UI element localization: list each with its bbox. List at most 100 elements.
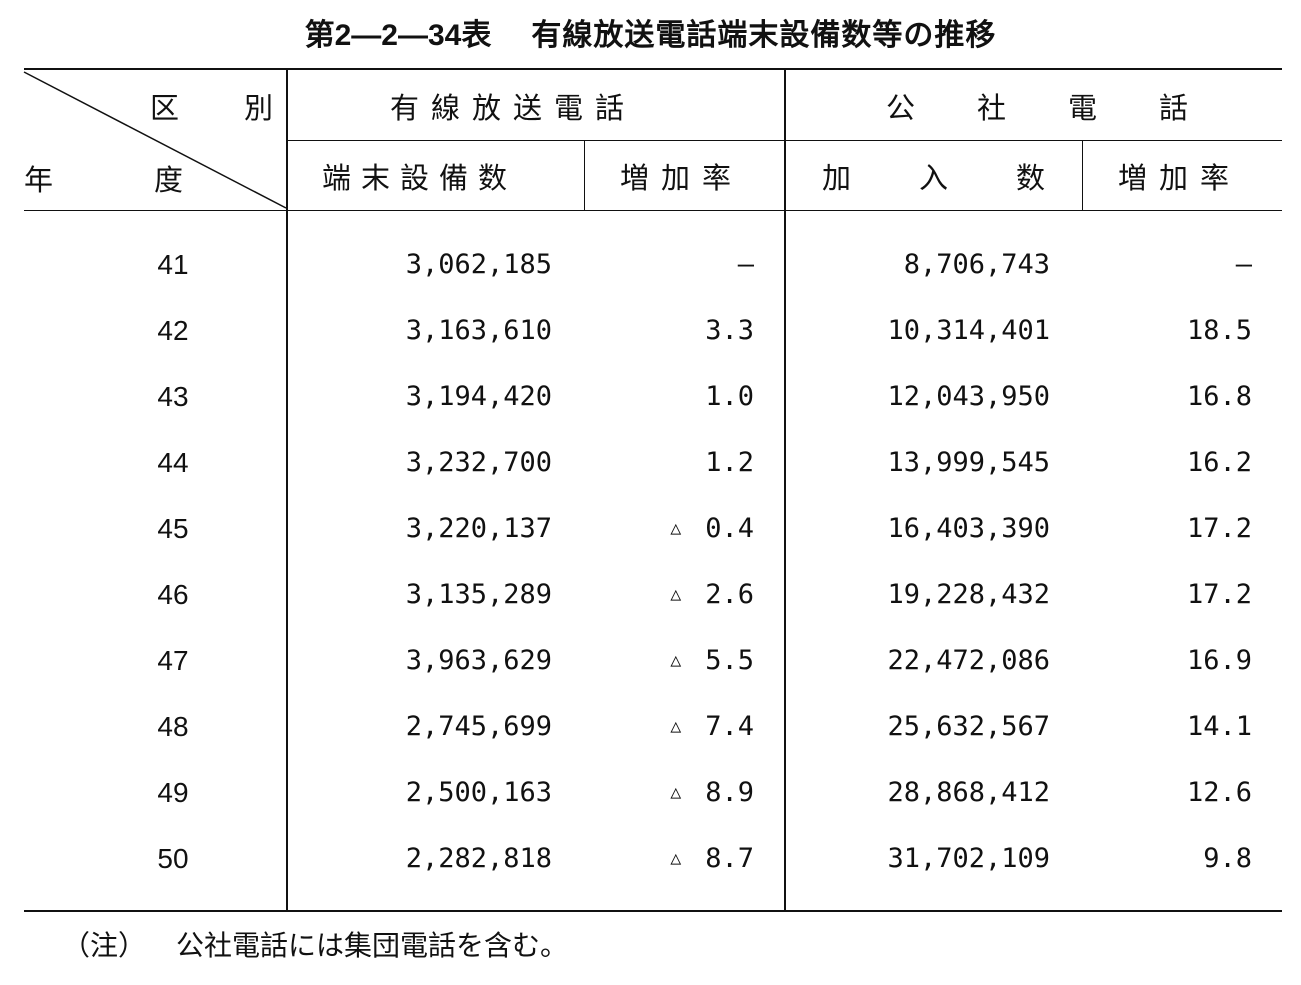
- cell-terminals-value: 3,135,289: [405, 579, 552, 610]
- cell-year-value: 42: [157, 315, 189, 346]
- cell-rate-2-value: 12.6: [1186, 777, 1252, 808]
- cell-rate-1-value: 0.4: [705, 513, 754, 544]
- cell-subscribers-value: 10,314,401: [887, 315, 1050, 346]
- cell-rate-1-value: —: [737, 249, 754, 280]
- decrease-mark: △: [670, 650, 682, 671]
- cell-subscribers: 16,403,390: [800, 509, 1050, 549]
- decrease-mark: △: [670, 716, 682, 737]
- cell-rate-2: 14.1: [1100, 707, 1252, 747]
- cell-rate-2-value: —: [1235, 249, 1252, 280]
- rate2-column-divider: [1082, 140, 1083, 211]
- decrease-mark: △: [670, 782, 682, 803]
- cell-rate-1-value: 8.9: [705, 777, 754, 808]
- cell-subscribers-value: 31,702,109: [887, 843, 1050, 874]
- cell-subscribers: 28,868,412: [800, 773, 1050, 813]
- table-title: 第2—2—34表 有線放送電話端末設備数等の推移: [0, 14, 1301, 58]
- cell-rate-1: △ 0.4: [600, 509, 754, 552]
- cell-terminals: 2,500,163: [300, 773, 552, 813]
- cell-subscribers-value: 8,706,743: [903, 249, 1050, 280]
- col-header-rate-1: 増加率: [620, 161, 744, 195]
- cell-year-value: 50: [157, 843, 189, 874]
- cell-terminals: 3,963,629: [300, 641, 552, 681]
- decrease-mark: △: [670, 584, 682, 605]
- cell-terminals-value: 2,500,163: [405, 777, 552, 808]
- cell-year: 49: [133, 773, 213, 813]
- table-caption: 有線放送電話端末設備数等の推移: [531, 18, 997, 53]
- cell-year-value: 46: [157, 579, 189, 610]
- cell-year: 44: [133, 443, 213, 483]
- cell-rate-2-value: 16.8: [1186, 381, 1252, 412]
- cell-terminals-value: 3,163,610: [405, 315, 552, 346]
- cell-rate-1: △ 7.4: [600, 707, 754, 750]
- cell-rate-1: △ 8.7: [600, 839, 754, 882]
- cell-rate-1: 1.2: [600, 443, 754, 486]
- cell-rate-2: 16.2: [1100, 443, 1252, 483]
- cell-terminals: 3,220,137: [300, 509, 552, 549]
- group-header-public-phone: 公社電話: [886, 91, 1251, 125]
- year-column-divider: [286, 68, 288, 910]
- cell-rate-2: —: [1100, 245, 1252, 285]
- footnote-text: 公社電話には集団電話を含む。: [176, 929, 569, 962]
- cell-rate-2: 9.8: [1100, 839, 1252, 879]
- cell-rate-1-value: 3.3: [705, 315, 754, 346]
- cell-rate-1-value: 2.6: [705, 579, 754, 610]
- cell-rate-2-value: 17.2: [1186, 579, 1252, 610]
- footnote: （注） 公社電話には集団電話を含む。: [62, 926, 568, 966]
- cell-year-value: 47: [157, 645, 189, 676]
- corner-label-category: 区 別: [150, 91, 292, 125]
- cell-subscribers-value: 19,228,432: [887, 579, 1050, 610]
- table-number: 第2—2—34表: [304, 19, 492, 52]
- corner-label-year: 年 度: [24, 163, 220, 197]
- cell-terminals: 2,745,699: [300, 707, 552, 747]
- cell-rate-1: △ 5.5: [600, 641, 754, 684]
- cell-subscribers: 12,043,950: [800, 377, 1050, 417]
- cell-rate-2-value: 17.2: [1186, 513, 1252, 544]
- cell-rate-2: 17.2: [1100, 509, 1252, 549]
- cell-rate-1: △ 2.6: [600, 575, 754, 618]
- cell-rate-2-value: 16.9: [1186, 645, 1252, 676]
- group-divider: [784, 68, 786, 910]
- cell-subscribers-value: 13,999,545: [887, 447, 1050, 478]
- cell-subscribers: 31,702,109: [800, 839, 1050, 879]
- cell-terminals-value: 3,963,629: [405, 645, 552, 676]
- header-bottom-rule: [24, 210, 1282, 211]
- cell-year-value: 49: [157, 777, 189, 808]
- cell-rate-2: 17.2: [1100, 575, 1252, 615]
- cell-terminals: 3,135,289: [300, 575, 552, 615]
- cell-rate-2: 18.5: [1100, 311, 1252, 351]
- table-top-rule: [24, 68, 1282, 70]
- cell-subscribers: 22,472,086: [800, 641, 1050, 681]
- group-header-wired-broadcast-phone: 有線放送電話: [390, 91, 637, 125]
- cell-subscribers-value: 12,043,950: [887, 381, 1050, 412]
- col-header-terminals: 端末設備数: [322, 161, 518, 195]
- col-header-rate-2: 増加率: [1118, 161, 1242, 195]
- cell-rate-2-value: 18.5: [1186, 315, 1252, 346]
- cell-rate-1: 3.3: [600, 311, 754, 354]
- cell-subscribers: 13,999,545: [800, 443, 1050, 483]
- decrease-mark: △: [670, 848, 682, 869]
- cell-rate-2-value: 9.8: [1203, 843, 1252, 874]
- cell-year: 45: [133, 509, 213, 549]
- cell-rate-1-value: 8.7: [705, 843, 754, 874]
- cell-rate-1: 1.0: [600, 377, 754, 420]
- cell-rate-1: —: [600, 245, 754, 288]
- cell-terminals: 3,163,610: [300, 311, 552, 351]
- cell-subscribers: 10,314,401: [800, 311, 1050, 351]
- cell-rate-2: 12.6: [1100, 773, 1252, 813]
- cell-terminals: 3,232,700: [300, 443, 552, 483]
- decrease-mark: △: [670, 518, 682, 539]
- cell-rate-2-value: 14.1: [1186, 711, 1252, 742]
- cell-subscribers-value: 22,472,086: [887, 645, 1050, 676]
- cell-subscribers: 19,228,432: [800, 575, 1050, 615]
- cell-rate-1-value: 7.4: [705, 711, 754, 742]
- cell-year: 46: [133, 575, 213, 615]
- cell-rate-2: 16.9: [1100, 641, 1252, 681]
- cell-rate-1-value: 5.5: [705, 645, 754, 676]
- cell-subscribers-value: 25,632,567: [887, 711, 1050, 742]
- cell-year-value: 44: [157, 447, 189, 478]
- cell-subscribers-value: 16,403,390: [887, 513, 1050, 544]
- cell-year-value: 43: [157, 381, 189, 412]
- footnote-label: （注）: [62, 929, 147, 962]
- cell-year: 41: [133, 245, 213, 285]
